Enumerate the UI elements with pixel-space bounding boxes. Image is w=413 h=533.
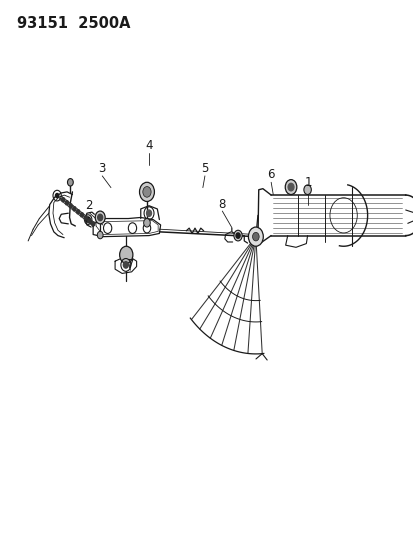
Circle shape <box>123 262 128 268</box>
Circle shape <box>303 185 311 195</box>
Circle shape <box>139 182 154 201</box>
Circle shape <box>248 227 263 246</box>
Circle shape <box>80 213 83 217</box>
Circle shape <box>95 211 105 224</box>
Circle shape <box>69 204 72 208</box>
Circle shape <box>88 219 91 223</box>
Text: 4: 4 <box>145 139 152 152</box>
Text: 3: 3 <box>97 162 105 175</box>
Circle shape <box>146 210 151 216</box>
Text: 1: 1 <box>304 176 311 189</box>
Text: 7: 7 <box>126 258 134 271</box>
Circle shape <box>285 180 296 195</box>
Circle shape <box>143 219 150 227</box>
Circle shape <box>84 216 87 220</box>
Circle shape <box>142 187 151 197</box>
Circle shape <box>97 214 102 221</box>
Circle shape <box>287 183 293 191</box>
Text: 8: 8 <box>217 198 225 211</box>
Circle shape <box>62 198 65 202</box>
Circle shape <box>252 232 259 241</box>
Circle shape <box>86 217 90 222</box>
Circle shape <box>235 233 240 238</box>
Text: 6: 6 <box>267 168 274 181</box>
Circle shape <box>119 246 133 263</box>
Circle shape <box>97 231 103 239</box>
Circle shape <box>73 207 76 211</box>
Circle shape <box>67 179 73 186</box>
Text: 5: 5 <box>201 162 208 175</box>
Circle shape <box>76 209 80 214</box>
Circle shape <box>55 193 59 198</box>
Circle shape <box>233 230 242 241</box>
Text: 2: 2 <box>85 199 93 212</box>
Text: 93151  2500A: 93151 2500A <box>17 16 130 31</box>
Circle shape <box>65 200 69 205</box>
Circle shape <box>91 222 95 226</box>
